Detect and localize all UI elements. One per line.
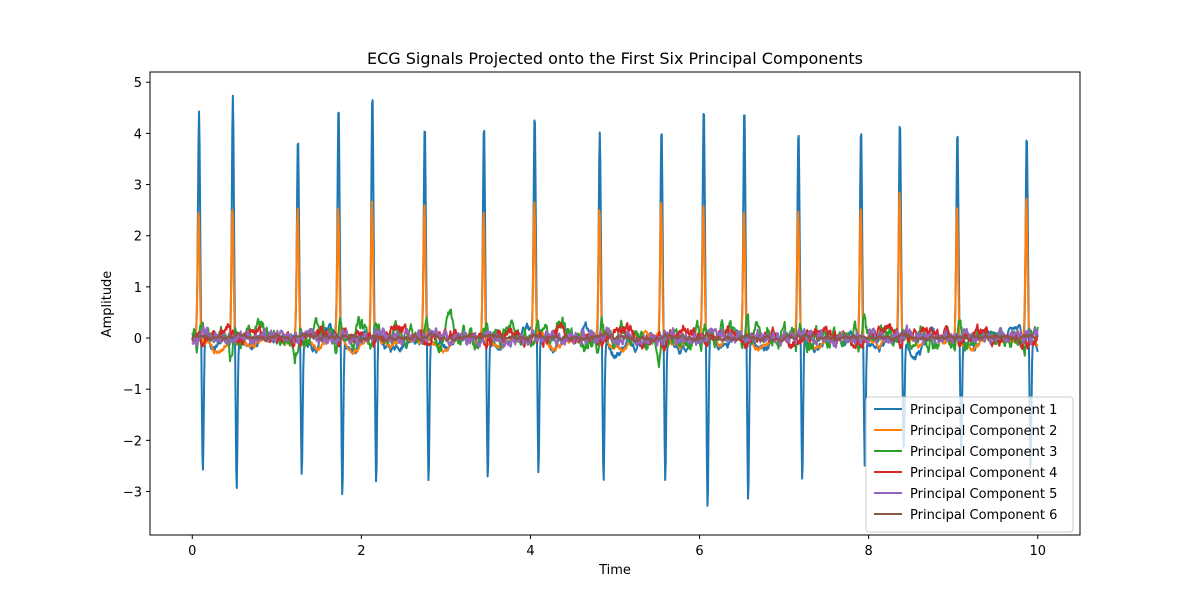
x-tick-label: 8	[864, 544, 872, 559]
y-tick-label: −1	[123, 383, 142, 398]
legend: Principal Component 1 Principal Component…	[865, 396, 1074, 533]
plot-lines	[191, 94, 1039, 507]
y-tick-label: −3	[123, 486, 142, 501]
legend-label-pc6: Principal Component 6	[910, 508, 1057, 523]
legend-box	[865, 396, 1074, 533]
legend-label-pc1: Principal Component 1	[910, 403, 1057, 418]
legend-label-pc2: Principal Component 2	[910, 424, 1057, 439]
chart-title: ECG Signals Projected onto the First Six…	[367, 49, 863, 68]
legend-label-pc5: Principal Component 5	[910, 487, 1057, 502]
y-tick-label: 4	[134, 127, 142, 142]
x-axis: 0 2 4 6 8 10	[188, 535, 1046, 559]
plot-frame	[149, 71, 1081, 536]
y-tick-label: 5	[134, 76, 142, 91]
series-line-pc6	[191, 330, 1039, 344]
x-tick-label: 10	[1029, 544, 1046, 559]
y-axis-title: Amplitude	[100, 271, 115, 338]
x-tick-label: 2	[357, 544, 365, 559]
x-axis-title: Time	[598, 563, 631, 578]
y-tick-label: −2	[123, 434, 142, 449]
y-axis: −3 −2 −1 0 1 2 3 4 5	[123, 76, 150, 501]
legend-label-pc4: Principal Component 4	[910, 466, 1057, 481]
y-tick-label: 0	[134, 332, 142, 347]
x-tick-label: 0	[188, 544, 196, 559]
legend-label-pc3: Principal Component 3	[910, 445, 1057, 460]
y-tick-label: 2	[134, 230, 142, 245]
x-tick-label: 6	[695, 544, 703, 559]
y-tick-label: 3	[134, 179, 142, 194]
x-tick-label: 4	[526, 544, 534, 559]
y-tick-label: 1	[134, 281, 142, 296]
